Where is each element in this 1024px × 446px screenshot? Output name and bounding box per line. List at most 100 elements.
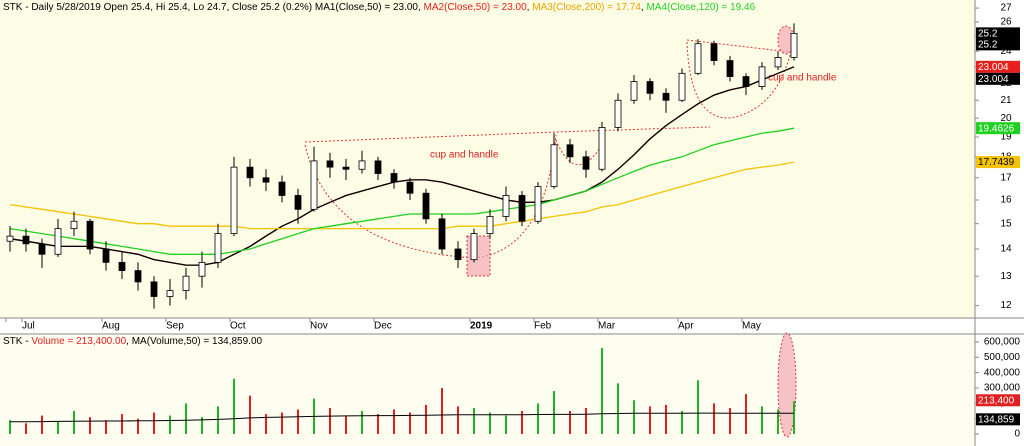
candle-body (6, 235, 14, 242)
candle-body (486, 216, 494, 235)
candle-body (662, 92, 670, 101)
ma-line (9, 66, 795, 266)
chart-header: STK - Daily 5/28/2019 Open 25.4, Hi 25.4… (3, 2, 756, 13)
candle-body (726, 60, 734, 77)
candle-body (294, 195, 302, 210)
volume-bar (569, 410, 571, 435)
title-separator: - (22, 336, 31, 347)
value-tag-label: 134,859 (978, 414, 1015, 425)
candle-body (102, 248, 110, 263)
legend-entry: MA3(Close,200) = 17.74 (532, 2, 641, 13)
volume-bar (345, 415, 347, 435)
candle-body (246, 166, 254, 179)
x-tick-label: Jul (22, 321, 35, 332)
candle-body (342, 166, 350, 170)
candle-body (358, 160, 366, 170)
y-tick-label: 26 (1000, 17, 1012, 28)
x-tick-label: Oct (230, 321, 246, 332)
value-tag-label: 17.7439 (978, 157, 1015, 168)
candle-body (390, 173, 398, 183)
x-tick-label: Nov (310, 321, 328, 332)
candle-body (758, 66, 766, 87)
volume-bar (201, 417, 203, 435)
y-tick-label: 17 (1000, 172, 1012, 183)
volume-bar (601, 348, 603, 435)
y-tick-label: 20 (1000, 113, 1012, 124)
volume-bar (745, 394, 747, 435)
annotation: cup and handle (430, 150, 499, 161)
volume-bar (377, 414, 379, 435)
legend-separator: , (418, 2, 424, 13)
volume-bar (425, 404, 427, 435)
volume-bar (761, 406, 763, 435)
candle-body (198, 261, 206, 277)
volume-bar (393, 409, 395, 435)
volume-bar (697, 380, 699, 435)
volume-bar (25, 423, 27, 435)
y-tick-label: 0 (1014, 429, 1020, 440)
legend-separator: , (527, 2, 533, 13)
candle-body (790, 32, 798, 58)
handle-outline (555, 139, 601, 166)
volume-bar (649, 406, 651, 435)
candle-body (262, 177, 270, 183)
candle-body (230, 166, 238, 235)
volume-bar (329, 407, 331, 435)
legend-entry: MA1(Close,50) = 23.00 (315, 2, 419, 13)
volume-bar (297, 409, 299, 435)
candle-body (630, 81, 638, 101)
y-tick-label: 21 (1000, 95, 1012, 106)
candle-body (278, 181, 286, 196)
volume-bar (553, 391, 555, 435)
candle-body (406, 181, 414, 194)
candle-body (598, 127, 606, 170)
candle-body (438, 218, 446, 250)
legend-entry: MA2(Close,50) = 23.00 (424, 2, 528, 13)
legend-entry: MA(Volume,50) = 134,859.00 (132, 336, 263, 347)
volume-bar (217, 406, 219, 435)
candle-body (710, 43, 718, 61)
value-tag-label: 25.2 (978, 29, 998, 40)
candle-body (38, 243, 46, 255)
volume-bar (537, 403, 539, 435)
volume-bar (73, 410, 75, 435)
candle-body (374, 160, 382, 174)
cup-outline (686, 41, 791, 119)
chart-title: STK (3, 336, 23, 347)
candle-body (646, 81, 654, 94)
volume-bar (169, 415, 171, 435)
volume-bar (473, 407, 475, 435)
annotation: cup and handle (768, 73, 837, 84)
y-tick-label: 24 (1000, 46, 1012, 57)
candle-body (534, 186, 542, 222)
volume-bar (185, 403, 187, 435)
y-tick-label: 27 (1000, 3, 1012, 14)
legend-separator: , (126, 336, 132, 347)
candle-body (182, 275, 190, 291)
legend-entry: Volume = 213,400.00 (31, 336, 126, 347)
volume-bar (57, 421, 59, 435)
volume-bar (409, 412, 411, 435)
y-tick-label: 14 (1000, 244, 1012, 255)
volume-bar (9, 420, 11, 435)
highlight-circle (777, 332, 797, 438)
candle-body (70, 220, 78, 230)
volume-bar (777, 409, 779, 435)
x-tick-label: Mar (598, 321, 616, 332)
candle-body (214, 233, 222, 263)
candle-body (326, 160, 334, 168)
candle-body (422, 192, 430, 220)
candle-body (678, 72, 686, 101)
y-tick-label: 600,000 (984, 337, 1021, 348)
value-tag-label: 19.4626 (978, 123, 1015, 134)
candle-body (134, 270, 142, 283)
volume-bar (89, 417, 91, 435)
volume-bar (249, 395, 251, 435)
trend-line (304, 126, 711, 143)
y-tick-label: 400,000 (984, 367, 1021, 378)
candle-body (614, 99, 622, 128)
x-tick-label: Sep (166, 321, 184, 332)
volume-bar (233, 378, 235, 435)
x-tick-label: 2019 (470, 321, 493, 332)
